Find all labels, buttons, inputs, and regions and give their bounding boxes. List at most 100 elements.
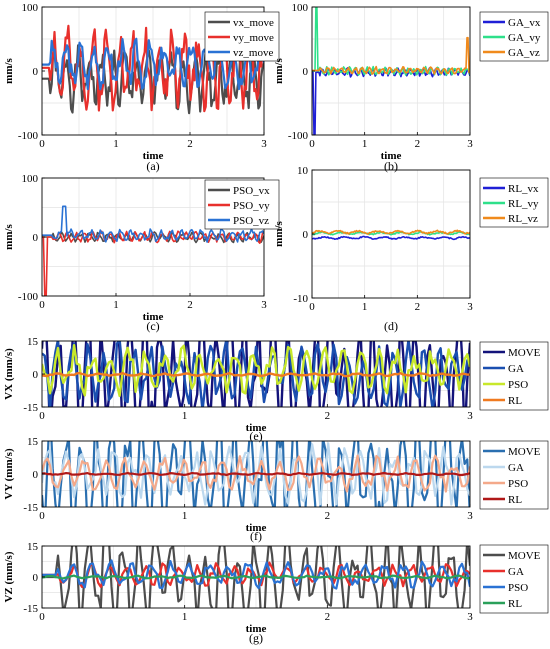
y-tick-label: 0 (33, 232, 39, 244)
legend-label: RL (508, 598, 522, 610)
x-tick-label: 1 (182, 611, 188, 623)
x-tick-label: 1 (362, 138, 368, 150)
y-tick-label: 100 (292, 2, 309, 14)
legend-box (479, 341, 549, 411)
x-tick-label: 2 (415, 138, 421, 150)
series-line-f-3 (42, 471, 470, 477)
series-line-g-2 (42, 559, 470, 590)
x-tick-label: 0 (39, 138, 45, 150)
y-axis-label: VX (mm/s) (3, 348, 15, 400)
series-group-c (42, 205, 264, 296)
legend-e: MOVE GA PSO RL (479, 341, 549, 411)
y-tick-label: 100 (22, 173, 39, 185)
y-axis-label: mm/s (3, 57, 15, 83)
panel-c: 0 1 2 31000-100timemm/sPSO_vxPSO_vyPSO_vz(c… (3, 173, 280, 333)
y-axis-label: VY (mm/s) (3, 448, 15, 500)
legend-label: MOVE (508, 446, 541, 458)
x-tick-label: 3 (467, 301, 473, 313)
x-tick-label: 3 (467, 410, 473, 422)
y-tick-label: -15 (23, 502, 38, 514)
legend-label: RL_vz (508, 213, 538, 225)
legend-box (479, 440, 549, 510)
legend-box (479, 544, 549, 614)
x-tick-label: 2 (325, 611, 331, 623)
legend-label: GA (508, 566, 524, 578)
legend-label: PSO (508, 478, 528, 490)
x-tick-label: 2 (325, 410, 331, 422)
legend-label: RL_vx (508, 183, 539, 195)
legend-label: RL_vy (508, 198, 539, 210)
x-tick-label: 0 (309, 138, 315, 150)
legend-label: GA_vy (508, 32, 541, 44)
y-tick-label: -15 (23, 402, 38, 414)
y-tick-label: 15 (27, 541, 39, 553)
series-line-e-3 (42, 371, 470, 378)
y-tick-label: 15 (27, 436, 39, 448)
y-tick-label: 0 (33, 469, 39, 481)
y-tick-label: -100 (18, 130, 39, 142)
x-axis-label: time (246, 422, 267, 434)
y-tick-label: 0 (303, 229, 309, 241)
panel-caption: (c) (146, 319, 159, 333)
legend-label: vz_move (233, 47, 273, 59)
legend-label: RL (508, 395, 522, 407)
legend-g: MOVE GA PSO RL (479, 544, 549, 614)
panel-caption: (a) (146, 159, 159, 173)
x-tick-label: 1 (182, 510, 188, 522)
x-tick-label: 2 (187, 138, 193, 150)
series-group-f (42, 441, 470, 507)
panel-caption: (e) (249, 429, 262, 443)
panel-caption: (b) (384, 159, 398, 173)
legend-label: PSO_vz (233, 215, 269, 227)
panel-a: 0 1 2 31000-100timemm/svx_movevy_movevz_mov… (3, 2, 280, 173)
y-tick-label: -10 (293, 293, 308, 305)
x-tick-label: 0 (39, 299, 45, 311)
legend-c: PSO_vx PSO_vy PSO_vz (204, 179, 280, 230)
x-tick-label: 0 (39, 410, 45, 422)
x-tick-label: 0 (39, 510, 45, 522)
y-tick-label: 0 (303, 66, 309, 78)
legend-d: RL_vx RL_vy RL_vz (479, 177, 549, 228)
x-tick-label: 1 (362, 301, 368, 313)
series-line-f-1 (42, 442, 470, 506)
series-line-f-2 (42, 454, 470, 493)
x-tick-label: 3 (467, 611, 473, 623)
grid-d (312, 170, 470, 298)
x-tick-label: 3 (467, 510, 473, 522)
series-group-e (42, 341, 470, 407)
legend-label: MOVE (508, 347, 541, 359)
y-tick-label: -100 (18, 291, 39, 303)
y-tick-label: 10 (297, 165, 309, 177)
y-tick-label: 0 (33, 572, 39, 584)
y-tick-label: 15 (27, 336, 39, 348)
x-axis-label: time (143, 150, 164, 162)
x-tick-label: 1 (182, 410, 188, 422)
legend-label: PSO (508, 582, 528, 594)
panel-caption: (d) (384, 319, 398, 333)
x-axis-label: time (143, 311, 164, 323)
x-tick-label: 3 (467, 138, 473, 150)
y-tick-label: 0 (33, 369, 39, 381)
x-tick-label: 1 (113, 299, 119, 311)
x-tick-label: 0 (39, 611, 45, 623)
series-line-g-3 (42, 574, 470, 580)
panel-caption: (g) (249, 631, 263, 645)
legend-f: MOVE GA PSO RL (479, 440, 549, 510)
x-tick-label: 3 (261, 299, 267, 311)
y-tick-label: 100 (22, 2, 39, 14)
x-tick-label: 2 (325, 510, 331, 522)
series-line-d-2 (312, 229, 470, 235)
x-tick-label: 0 (309, 301, 315, 313)
y-tick-label: 0 (33, 66, 39, 78)
legend-b: GA_vx GA_vy GA_vz (479, 11, 549, 62)
legend-a: vx_move vy_move vz_move (204, 11, 280, 62)
legend-label: GA (508, 462, 524, 474)
panel-caption: (f) (250, 529, 262, 543)
legend-label: GA (508, 363, 524, 375)
series-group-g (42, 546, 470, 608)
x-axis-label: time (246, 522, 267, 534)
series-line-c-2 (42, 205, 264, 243)
y-axis-label: mm/s (273, 220, 285, 246)
